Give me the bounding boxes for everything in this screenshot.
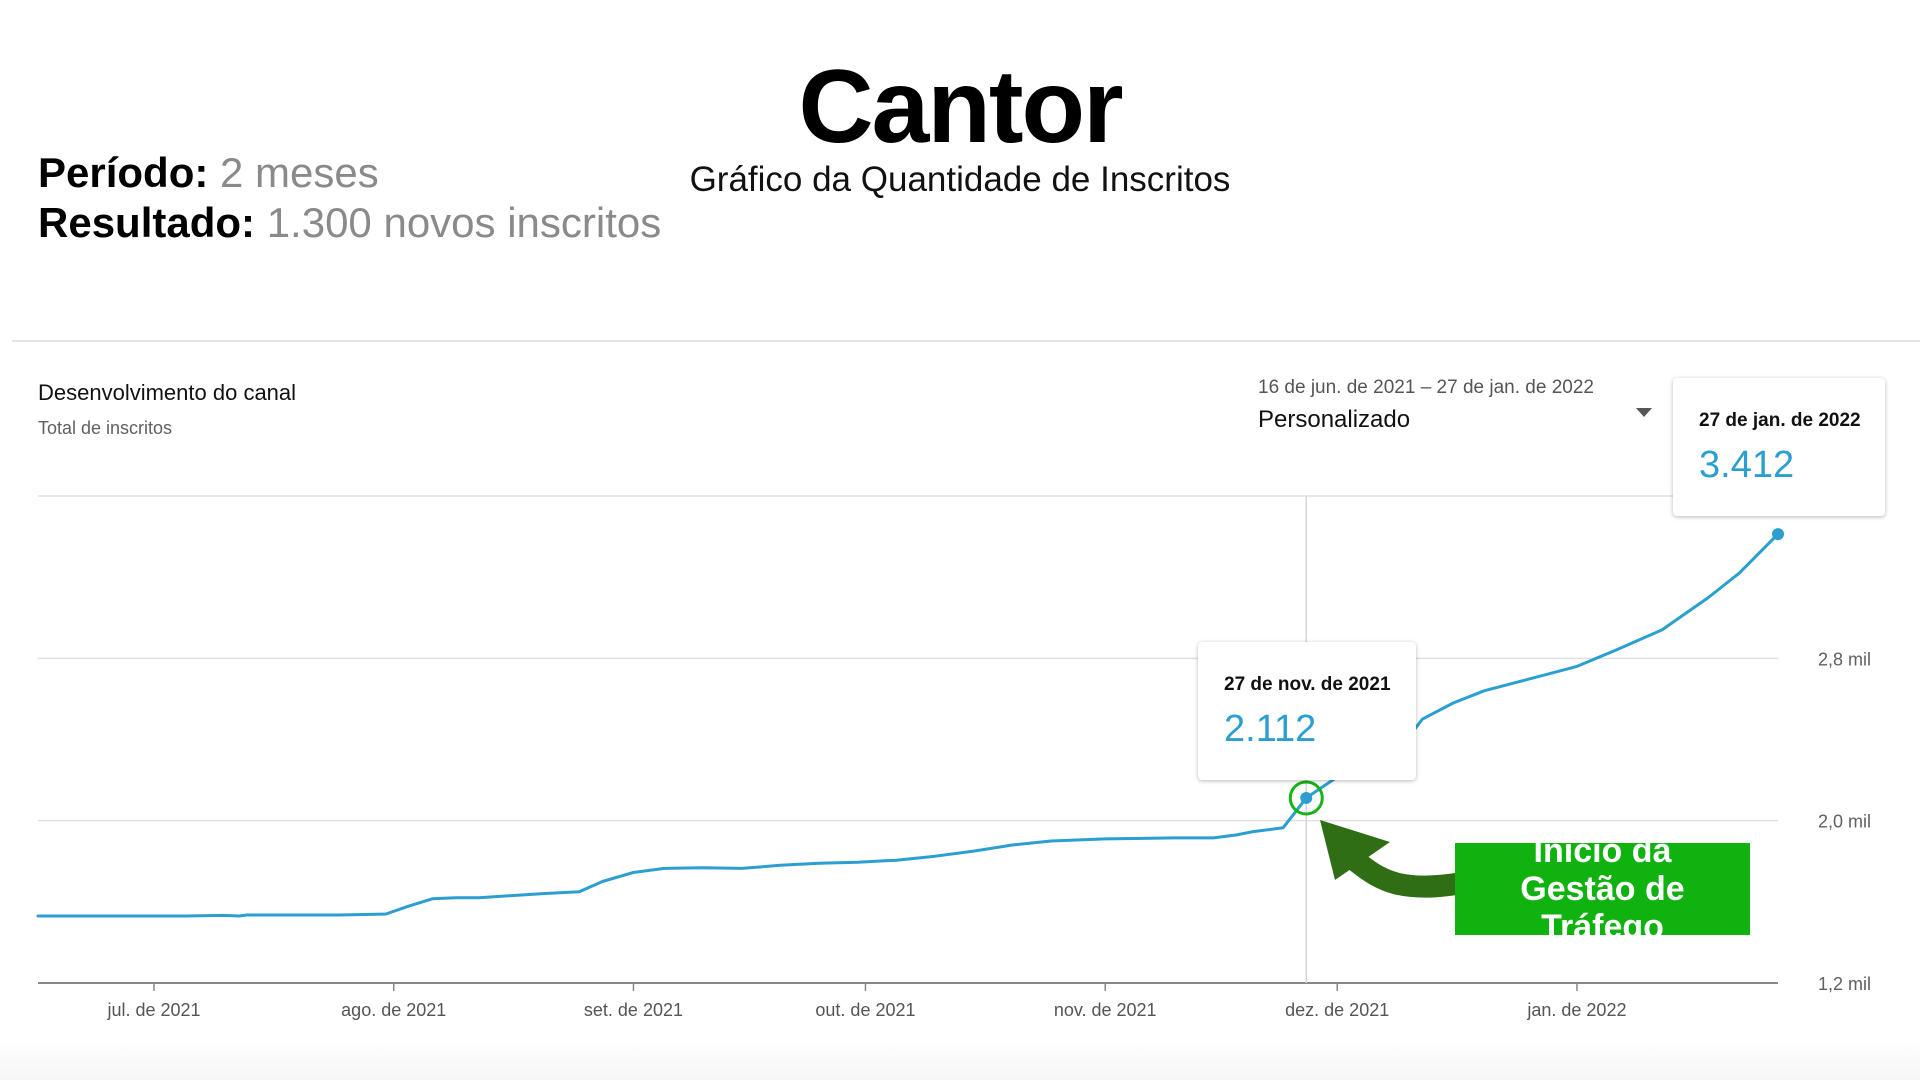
result-label: Resultado: bbox=[38, 199, 256, 246]
x-tick-label: jan. de 2022 bbox=[1526, 1000, 1626, 1020]
bottom-edge bbox=[0, 1040, 1920, 1080]
highlight-ring bbox=[1288, 780, 1324, 816]
date-range-text[interactable]: 16 de jun. de 2021 – 27 de jan. de 2022 bbox=[1258, 377, 1594, 398]
tooltip-start-date: 27 de nov. de 2021 bbox=[1224, 674, 1391, 695]
x-tick-label: ago. de 2021 bbox=[341, 1000, 446, 1020]
x-tick-label: out. de 2021 bbox=[815, 1000, 915, 1020]
chart-card-subtitle: Total de inscritos bbox=[38, 418, 173, 438]
result-row: Resultado: 1.300 novos inscritos bbox=[38, 198, 661, 248]
page-title: Cantor bbox=[798, 49, 1123, 165]
x-tick-label: nov. de 2021 bbox=[1054, 1000, 1157, 1020]
x-tick-label: jul. de 2021 bbox=[106, 1000, 200, 1020]
highlight-point bbox=[1300, 791, 1313, 804]
traffic-start-annotation: Início da Gestão de Tráfego bbox=[1455, 832, 1750, 946]
x-tick-label: set. de 2021 bbox=[584, 1000, 683, 1020]
annotation-line-1: Início da bbox=[1533, 832, 1672, 870]
stats-block: Período: 2 meses Resultado: 1.300 novos … bbox=[38, 148, 661, 248]
date-range-option[interactable]: Personalizado bbox=[1258, 406, 1411, 433]
x-tick-label: dez. de 2021 bbox=[1285, 1000, 1389, 1020]
chart-grid bbox=[38, 495, 1778, 984]
period-value: 2 meses bbox=[220, 149, 379, 196]
end-point bbox=[1772, 528, 1784, 541]
chart-card-title: Desenvolvimento do canal bbox=[38, 380, 297, 405]
tooltip-start-value: 2.112 bbox=[1224, 708, 1317, 750]
result-value: 1.300 novos inscritos bbox=[266, 199, 662, 246]
chart-markers bbox=[1288, 528, 1784, 816]
chart-axes: 1,2 mil 2,0 mil 2,8 mil jul. de 2021 ago. de… bbox=[106, 649, 1871, 1020]
annotation-line-2: Gestão de Tráfego bbox=[1520, 870, 1685, 946]
y-tick-label: 2,8 mil bbox=[1818, 649, 1871, 669]
tooltip-start: 27 de nov. de 2021 2.112 bbox=[1198, 642, 1416, 780]
page-subtitle: Gráfico da Quantidade de Inscritos bbox=[689, 160, 1231, 199]
subscribers-line bbox=[36, 532, 1780, 918]
y-tick-label: 1,2 mil bbox=[1818, 974, 1871, 994]
divider bbox=[12, 340, 1920, 342]
tooltip-end-value: 3.412 bbox=[1699, 444, 1795, 486]
dropdown-arrow-icon[interactable] bbox=[1630, 401, 1658, 423]
subscribers-line-chart: 1,2 mil 2,0 mil 2,8 mil jul. de 2021 ago. de… bbox=[36, 495, 1871, 1020]
period-label: Período: bbox=[38, 149, 209, 196]
tooltip-end-date: 27 de jan. de 2022 bbox=[1699, 410, 1861, 431]
period-row: Período: 2 meses bbox=[38, 148, 661, 198]
tooltip-end: 27 de jan. de 2022 3.412 bbox=[1673, 378, 1885, 516]
chart-series bbox=[36, 532, 1780, 918]
y-tick-label: 2,0 mil bbox=[1818, 812, 1871, 832]
